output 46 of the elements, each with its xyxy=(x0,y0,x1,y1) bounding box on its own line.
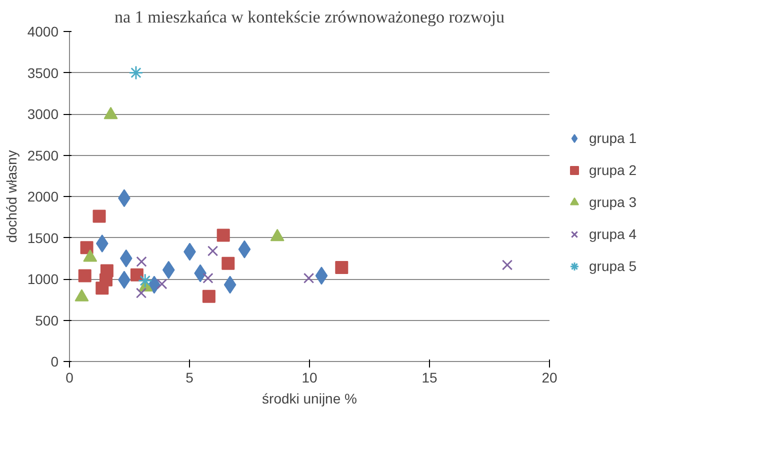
x-tick-label: 15 xyxy=(422,370,438,386)
point xyxy=(202,272,214,284)
point xyxy=(138,273,152,288)
legend-label: grupa 4 xyxy=(589,226,636,242)
y-tick-label: 1000 xyxy=(27,271,59,287)
x-tick-label: 10 xyxy=(302,370,318,386)
legend-label: grupa 5 xyxy=(589,258,636,274)
point xyxy=(92,210,106,223)
point xyxy=(216,228,230,242)
y-tick-label: 2000 xyxy=(27,188,59,204)
y-tick-label: 2500 xyxy=(27,147,59,164)
point xyxy=(224,276,236,294)
point xyxy=(156,278,168,290)
x-axis-title: środki unijne % xyxy=(262,390,357,406)
y-tick-label: 3500 xyxy=(27,64,59,81)
y-tick-label: 3000 xyxy=(27,106,59,122)
legend-label: grupa 2 xyxy=(589,162,636,178)
point xyxy=(80,241,94,254)
point xyxy=(202,290,216,303)
point xyxy=(222,256,235,270)
y-tick-label: 0 xyxy=(50,354,59,370)
point xyxy=(238,240,251,258)
y-tick-label: 4000 xyxy=(27,24,59,40)
point xyxy=(130,268,144,282)
y-tick-label: 1500 xyxy=(27,230,59,246)
point xyxy=(120,249,132,268)
legend-label: grupa 1 xyxy=(589,130,636,146)
point xyxy=(136,288,147,298)
x-tick-label: 5 xyxy=(186,370,194,386)
x-tick-label: 0 xyxy=(66,370,74,386)
point xyxy=(99,273,112,286)
legend-label: grupa 3 xyxy=(589,194,636,210)
x-tick-label: 20 xyxy=(542,370,558,386)
point xyxy=(207,246,218,256)
point xyxy=(78,269,92,282)
point xyxy=(303,272,314,284)
y-axis-title: dochód własny xyxy=(3,150,20,243)
point xyxy=(136,256,147,268)
chart-title: na 1 mieszkańca w kontekście zrównoważonego rozwoju xyxy=(114,8,505,26)
point xyxy=(335,260,348,274)
point xyxy=(315,266,328,285)
point xyxy=(162,260,175,279)
point xyxy=(96,234,108,253)
y-tick-label: 500 xyxy=(35,312,59,328)
point xyxy=(502,260,513,270)
point xyxy=(128,66,144,80)
